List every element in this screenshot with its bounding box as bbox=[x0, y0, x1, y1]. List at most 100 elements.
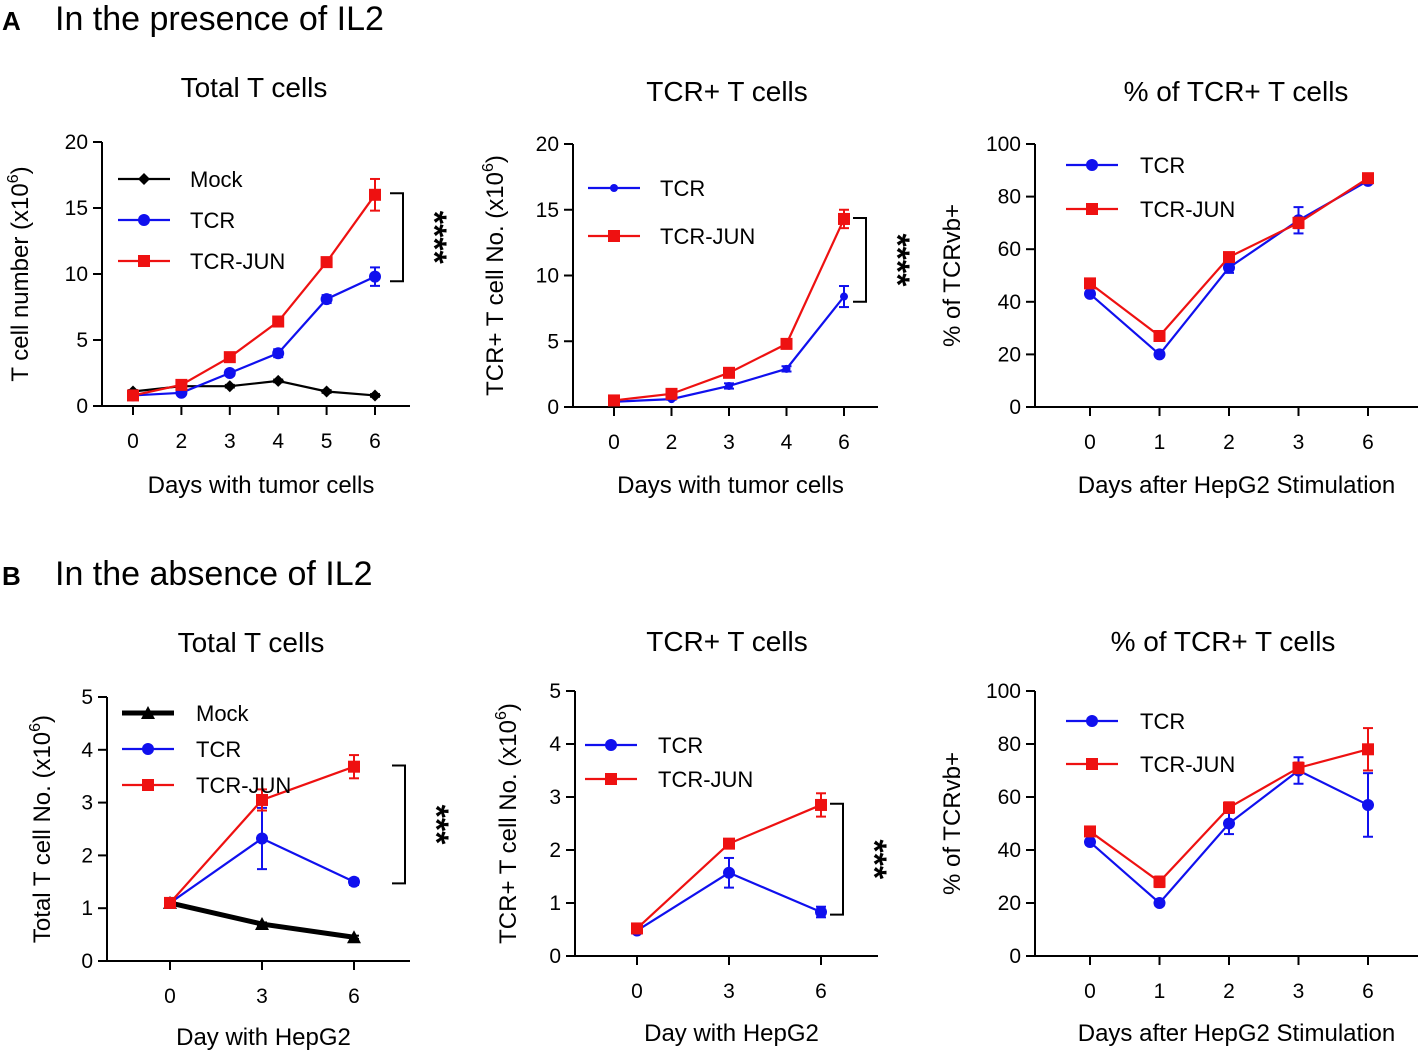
legend-marker bbox=[610, 184, 618, 192]
y-tick-label: 40 bbox=[998, 839, 1021, 862]
legend-marker bbox=[138, 173, 150, 185]
x-tick-label: 6 bbox=[1362, 980, 1374, 1003]
series-tcr bbox=[164, 806, 360, 909]
data-point bbox=[782, 364, 791, 373]
data-point bbox=[320, 256, 333, 269]
legend-marker bbox=[1086, 758, 1098, 770]
x-tick-label: 5 bbox=[321, 430, 333, 453]
y-tick-label: 5 bbox=[81, 686, 93, 709]
x-tick-label: 3 bbox=[256, 985, 268, 1008]
data-point bbox=[348, 760, 360, 773]
chart-b1-total-t-cells: Total T cells 0 1 2 3 4 5 0 3 6 Day with HepG2 Tota… bbox=[27, 627, 455, 1051]
y-tick-label: 0 bbox=[76, 395, 88, 418]
y-tick-label: 15 bbox=[536, 199, 559, 222]
y-axis-label: Total T cell No. (x106) bbox=[27, 715, 56, 943]
y-tick-label: 40 bbox=[998, 291, 1021, 314]
legend-marker bbox=[1086, 715, 1098, 727]
legend-label: TCR bbox=[196, 737, 241, 762]
y-tick-label: 1 bbox=[549, 892, 561, 915]
data-point bbox=[1223, 251, 1235, 264]
y-tick-label: 5 bbox=[549, 680, 561, 703]
x-axis-label: Days with tumor cells bbox=[617, 472, 844, 499]
y-tick-label: 10 bbox=[536, 265, 559, 288]
y-tick-label: 20 bbox=[998, 343, 1021, 366]
series-tcr bbox=[127, 266, 381, 402]
data-point bbox=[1084, 287, 1096, 300]
y-tick-label: 10 bbox=[65, 263, 88, 286]
panel-b-heading: In the absence of IL2 bbox=[55, 555, 373, 593]
chart-a3-percent-tcr: % of TCR+ T cells 0 20 40 60 80 100 0 1 2 3 6 Days a… bbox=[939, 76, 1418, 499]
legend-label: TCR bbox=[190, 208, 235, 233]
data-point bbox=[347, 930, 361, 944]
y-tick-label: 20 bbox=[65, 131, 88, 154]
data-point bbox=[608, 394, 620, 407]
y-tick-label: 20 bbox=[536, 133, 559, 156]
significance-bracket bbox=[392, 764, 406, 885]
x-tick-label: 6 bbox=[348, 985, 360, 1008]
chart-b3-percent-tcr: % of TCR+ T cells 0 20 40 60 80 100 0 1 2 3 6 Days a… bbox=[939, 626, 1418, 1047]
legend-label: TCR-JUN bbox=[658, 767, 753, 792]
x-tick-label: 6 bbox=[1362, 431, 1374, 454]
chart-b2-tcr-t-cells: TCR+ T cells 0 1 2 3 4 5 0 3 6 Day with HepG2 TCR+ … bbox=[493, 626, 893, 1047]
data-point bbox=[780, 337, 793, 350]
legend-marker bbox=[608, 230, 620, 242]
y-tick-label: 20 bbox=[998, 892, 1021, 915]
y-tick-label: 4 bbox=[81, 739, 93, 762]
data-point bbox=[348, 875, 360, 888]
data-point bbox=[725, 381, 733, 390]
legend-label: TCR-JUN bbox=[190, 249, 285, 274]
data-point bbox=[815, 906, 827, 919]
series-tcr bbox=[1084, 756, 1374, 909]
series-line bbox=[1089, 769, 1369, 905]
series-mock bbox=[163, 895, 361, 944]
x-tick-label: 6 bbox=[838, 431, 850, 454]
significance-stars: *** bbox=[417, 805, 455, 845]
data-point bbox=[1153, 329, 1166, 342]
data-point bbox=[164, 896, 176, 909]
legend-marker bbox=[1086, 203, 1098, 215]
series-tcr-jun bbox=[1084, 727, 1374, 889]
chart-title: % of TCR+ T cells bbox=[1124, 76, 1349, 107]
x-axis-label: Days after HepG2 Stimulation bbox=[1078, 472, 1395, 499]
chart-title: TCR+ T cells bbox=[646, 626, 808, 657]
data-point bbox=[1362, 798, 1374, 811]
data-point bbox=[665, 387, 678, 400]
y-tick-label: 3 bbox=[81, 792, 93, 815]
y-tick-label: 60 bbox=[998, 786, 1021, 809]
x-tick-label: 3 bbox=[224, 430, 236, 453]
series-tcr-jun bbox=[608, 208, 850, 407]
series-tcr bbox=[631, 856, 827, 937]
x-axis-label: Days with tumor cells bbox=[148, 472, 375, 499]
series-tcr bbox=[609, 285, 849, 406]
chart-title: Total T cells bbox=[181, 72, 328, 103]
y-tick-label: 0 bbox=[1009, 396, 1021, 419]
series-tcr-jun bbox=[164, 754, 360, 909]
data-point bbox=[723, 366, 735, 379]
series-tcr-jun bbox=[127, 177, 381, 402]
y-tick-label: 80 bbox=[998, 186, 1021, 209]
y-tick-label: 1 bbox=[81, 897, 93, 920]
significance-bracket bbox=[830, 802, 844, 916]
x-tick-label: 0 bbox=[631, 980, 643, 1003]
legend-marker bbox=[605, 739, 617, 751]
y-axis-label: TCR+ T cell No. (x106) bbox=[493, 703, 522, 944]
legend-label: Mock bbox=[190, 167, 244, 192]
y-tick-label: 100 bbox=[986, 133, 1021, 156]
panel-a-heading: In the presence of IL2 bbox=[55, 0, 384, 38]
series-tcr-jun bbox=[1084, 172, 1374, 342]
x-axis-label: Day with HepG2 bbox=[644, 1020, 819, 1047]
x-tick-label: 0 bbox=[1084, 980, 1096, 1003]
y-tick-label: 5 bbox=[547, 330, 559, 353]
x-tick-label: 0 bbox=[608, 431, 620, 454]
x-tick-label: 3 bbox=[1293, 431, 1305, 454]
x-tick-label: 4 bbox=[272, 430, 284, 453]
data-point bbox=[1153, 875, 1166, 888]
data-point bbox=[255, 917, 269, 931]
y-tick-label: 80 bbox=[998, 733, 1021, 756]
legend-marker bbox=[142, 743, 154, 755]
chart-title: % of TCR+ T cells bbox=[1111, 626, 1336, 657]
panel-b-letter: B bbox=[2, 561, 21, 591]
y-axis-label: % of TCRvb+ bbox=[939, 204, 966, 347]
y-tick-label: 2 bbox=[549, 839, 561, 862]
